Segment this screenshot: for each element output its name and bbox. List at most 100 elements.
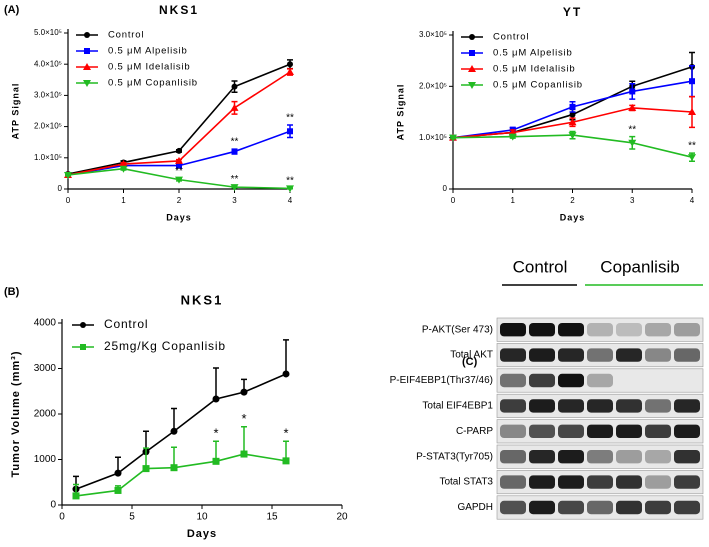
error-bar <box>213 367 219 399</box>
marker <box>231 148 238 155</box>
marker <box>80 322 86 328</box>
x-tick-label: 4 <box>690 196 695 205</box>
marker <box>568 132 577 140</box>
marker <box>170 427 178 435</box>
legend-label: 0.5 μM Copanlisib <box>108 78 198 89</box>
blot-band <box>587 348 613 362</box>
marker <box>142 465 150 473</box>
marker <box>629 88 636 95</box>
legend-label: Control <box>104 317 148 331</box>
significance-label: ** <box>286 113 294 124</box>
x-tick-label: 5 <box>129 512 135 523</box>
blot-band <box>587 399 613 413</box>
blot-band <box>616 500 642 515</box>
blot-band <box>674 475 700 489</box>
blot-band <box>500 323 526 337</box>
y-tick-label: 5.0×10⁵ <box>34 28 62 37</box>
marker <box>114 469 122 477</box>
marker <box>282 370 290 378</box>
blot-band <box>558 323 584 337</box>
marker <box>240 388 248 396</box>
marker <box>212 457 220 465</box>
marker <box>628 103 637 111</box>
marker <box>469 34 475 40</box>
x-tick-label: 10 <box>196 512 208 523</box>
blot-band <box>587 450 613 464</box>
blot-row-label: P-AKT(Ser 473) <box>422 324 493 335</box>
marker <box>119 160 128 168</box>
blot-row-label: GAPDH <box>457 502 493 513</box>
blot-band <box>645 399 671 413</box>
legend-label: 0.5 μM Alpelisib <box>108 46 188 57</box>
marker <box>449 134 457 142</box>
marker <box>230 103 239 111</box>
marker <box>240 450 248 458</box>
blot-band <box>587 424 613 438</box>
blot-band <box>529 399 555 413</box>
marker <box>175 176 183 184</box>
blot-band <box>616 348 642 362</box>
y-tick-label: 2.0×10⁵ <box>419 81 447 90</box>
blot-band <box>500 450 526 464</box>
significance-label: * <box>213 426 218 441</box>
y-axis-label: ATP Signal <box>10 83 20 140</box>
blot-band <box>587 323 613 337</box>
blot-band <box>674 500 700 515</box>
x-tick-label: 2 <box>177 196 182 205</box>
y-tick-label: 3000 <box>34 363 57 374</box>
blot-band <box>558 399 584 413</box>
blot-band <box>674 399 700 413</box>
blot-band <box>529 348 555 362</box>
blot-band <box>558 500 584 515</box>
marker <box>569 103 576 110</box>
marker <box>170 464 178 472</box>
series-line <box>75 453 287 497</box>
x-tick-label: 3 <box>232 196 237 205</box>
y-tick-label: 0 <box>50 500 56 511</box>
chart-title: NKS1 <box>181 292 224 307</box>
legend-label: 25mg/Kg Copanlisib <box>104 339 226 353</box>
x-tick-label: 2 <box>570 196 575 205</box>
y-tick-label: 0 <box>443 184 448 193</box>
blot-row-label: P-STAT3(Tyr705) <box>416 451 493 462</box>
legend-label: Control <box>493 32 529 43</box>
blot-band <box>616 399 642 413</box>
blot-band <box>500 500 526 515</box>
blot-band <box>529 475 555 489</box>
significance-label: ** <box>231 137 239 148</box>
legend-label: 0.5 μM Idelalisib <box>493 64 575 75</box>
legend-label: 0.5 μM Copanlisib <box>493 80 583 91</box>
marker <box>212 395 220 403</box>
panel-label: (C) <box>462 356 478 368</box>
marker <box>568 118 577 126</box>
blot-band <box>500 399 526 413</box>
marker <box>569 111 576 118</box>
marker <box>230 184 239 192</box>
error-bar <box>241 425 247 455</box>
y-tick-label: 1.0×10⁵ <box>34 153 62 162</box>
significance-label: ** <box>231 174 239 185</box>
significance-label: ** <box>688 141 696 152</box>
blot-band <box>645 475 671 489</box>
marker <box>688 154 696 162</box>
legend-label: 0.5 μM Idelalisib <box>108 62 190 73</box>
x-tick-label: 15 <box>266 512 278 523</box>
blot-band <box>616 475 642 489</box>
blot-row-label: P-EIF4EBP1(Thr37/46) <box>390 375 493 386</box>
marker <box>287 128 293 135</box>
x-axis-label: Days <box>166 212 192 222</box>
y-tick-label: 0 <box>58 184 63 193</box>
significance-label: ** <box>175 166 183 177</box>
panel-label: (A) <box>4 4 20 16</box>
blot-band <box>674 450 700 464</box>
marker <box>688 108 696 115</box>
marker <box>119 165 128 173</box>
blot-row-label: Total EIF4EBP1 <box>422 401 493 412</box>
x-axis-label: Days <box>560 212 586 222</box>
x-tick-label: 4 <box>288 196 293 205</box>
blot-band <box>500 475 526 489</box>
marker <box>282 457 290 465</box>
blot-band <box>558 348 584 362</box>
blot-band <box>645 424 671 438</box>
